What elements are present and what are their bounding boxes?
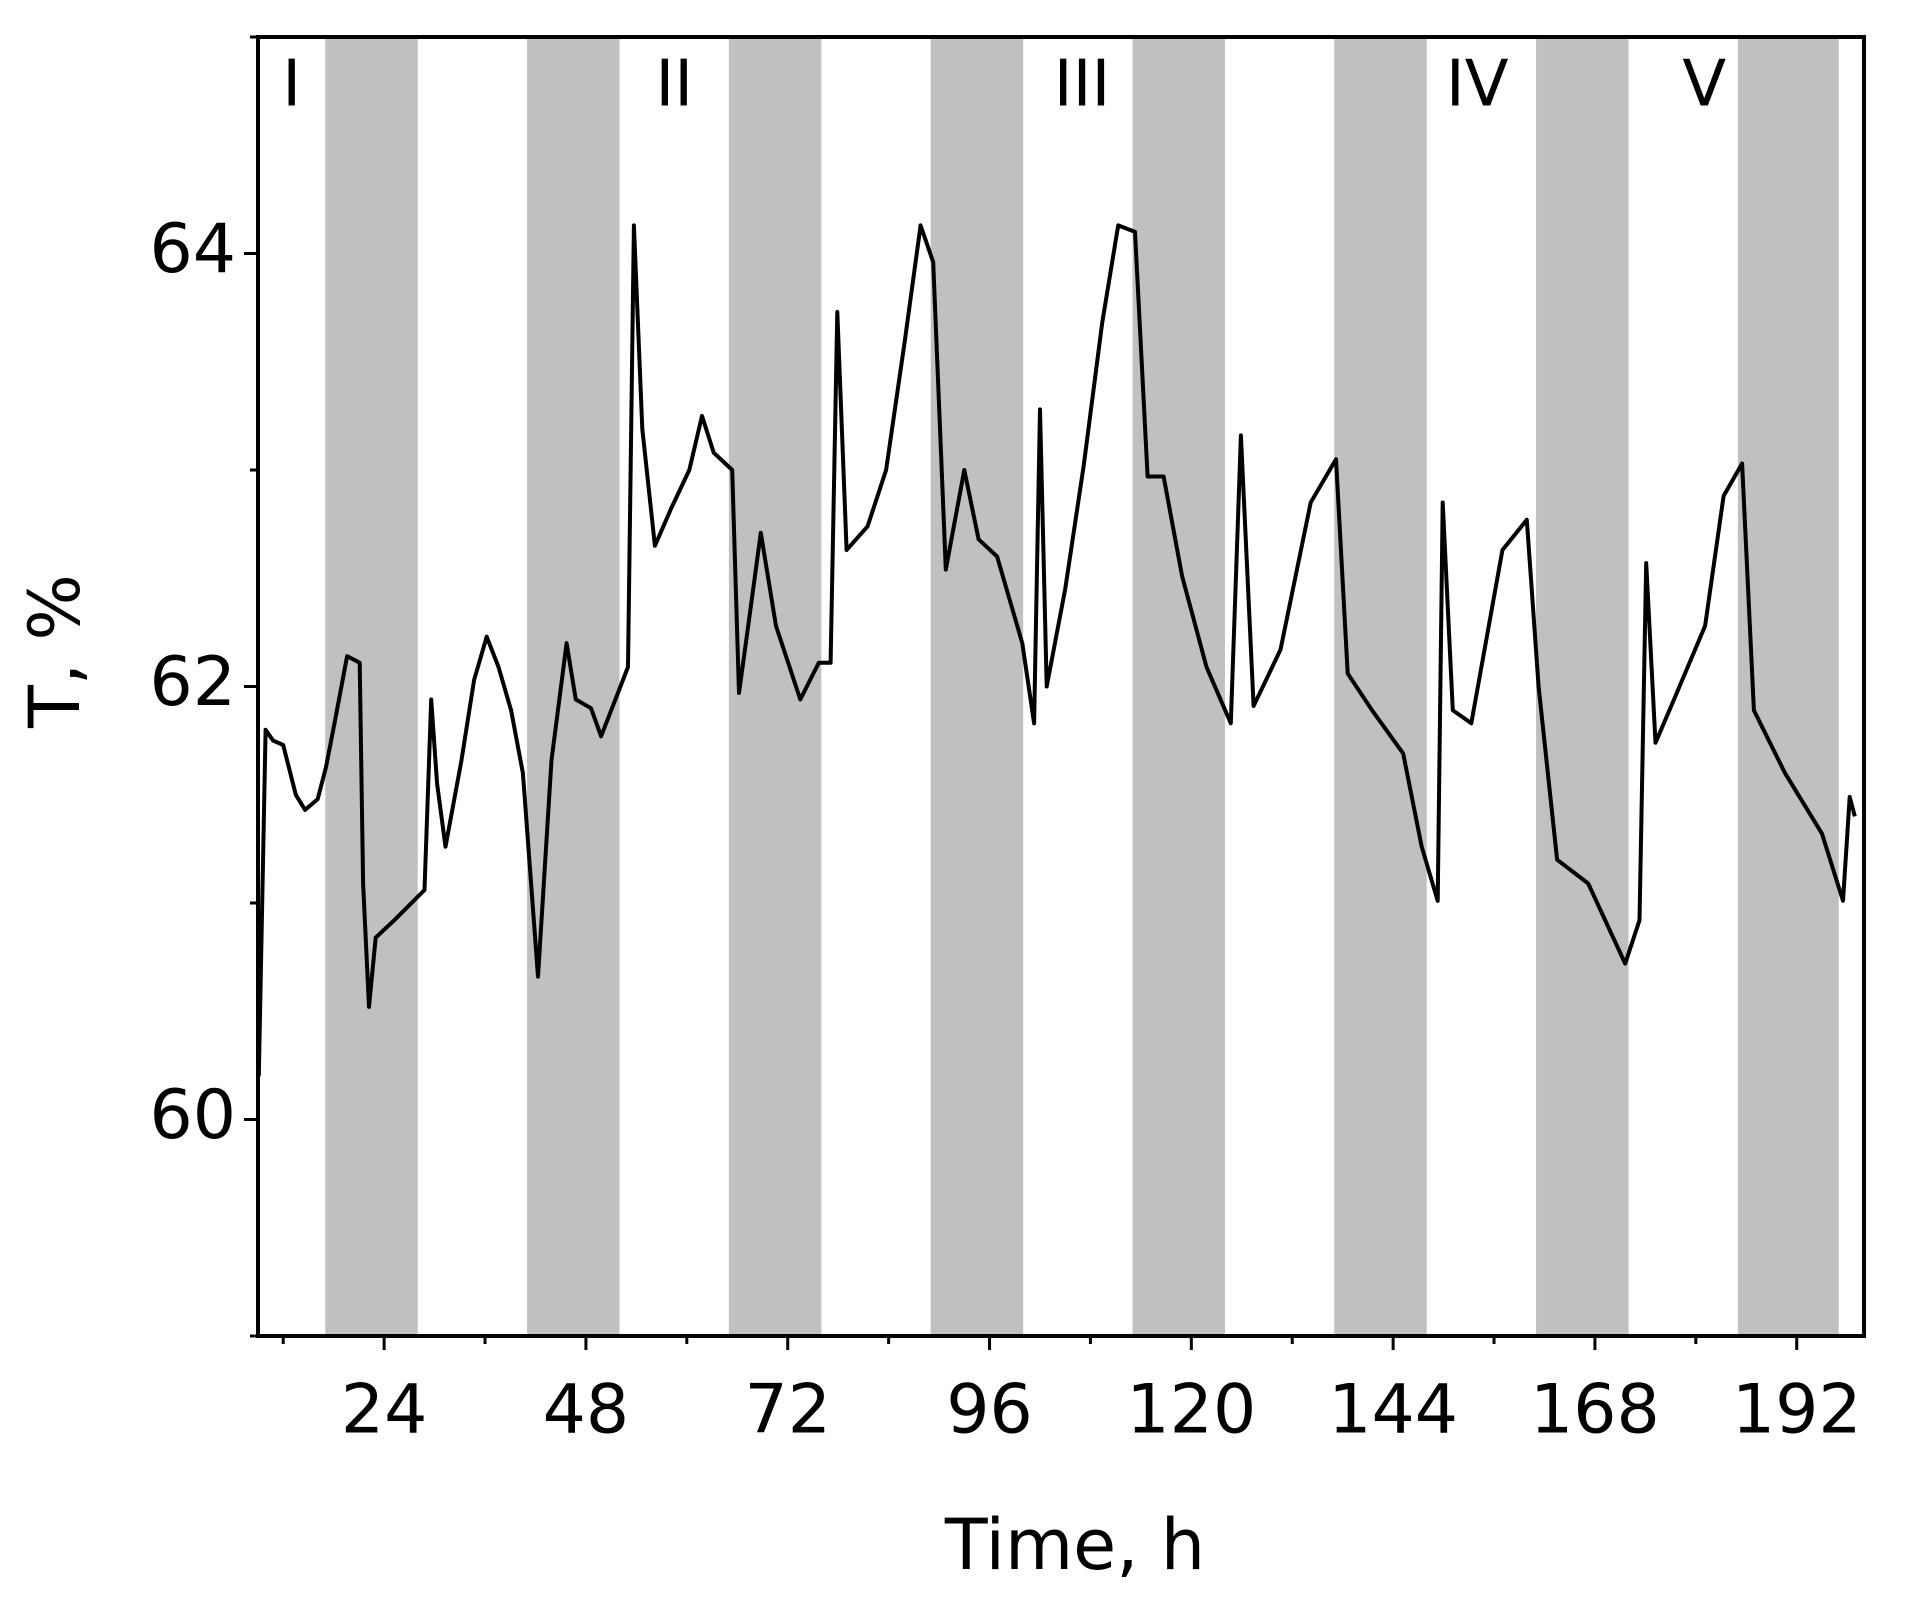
period-label: III: [1054, 48, 1111, 122]
x-tick-label: 168: [1530, 1371, 1660, 1450]
y-tick-label: 60: [149, 1076, 236, 1155]
period-label: I: [282, 48, 301, 122]
x-tick-label: 96: [946, 1371, 1033, 1450]
dark-band: [1132, 37, 1225, 1336]
x-tick-label: 24: [341, 1371, 428, 1450]
dark-band: [325, 37, 418, 1336]
period-label: V: [1682, 48, 1726, 122]
y-tick-label: 62: [149, 643, 236, 722]
x-tick-label: 192: [1732, 1371, 1862, 1450]
dark-band: [1536, 37, 1629, 1336]
x-tick-label: 48: [543, 1371, 630, 1450]
dark-band: [1334, 37, 1427, 1336]
x-tick-label: 72: [744, 1371, 831, 1450]
dark-band: [930, 37, 1024, 1336]
x-tick-label: 144: [1328, 1371, 1458, 1450]
y-axis-title: T, %: [14, 574, 96, 729]
x-tick-label: 120: [1126, 1371, 1256, 1450]
y-tick-label: 64: [149, 210, 236, 289]
period-label: IV: [1446, 48, 1509, 122]
period-label: II: [655, 48, 693, 122]
x-axis-title: Time, h: [944, 1504, 1205, 1586]
data-line: [256, 223, 1857, 1077]
